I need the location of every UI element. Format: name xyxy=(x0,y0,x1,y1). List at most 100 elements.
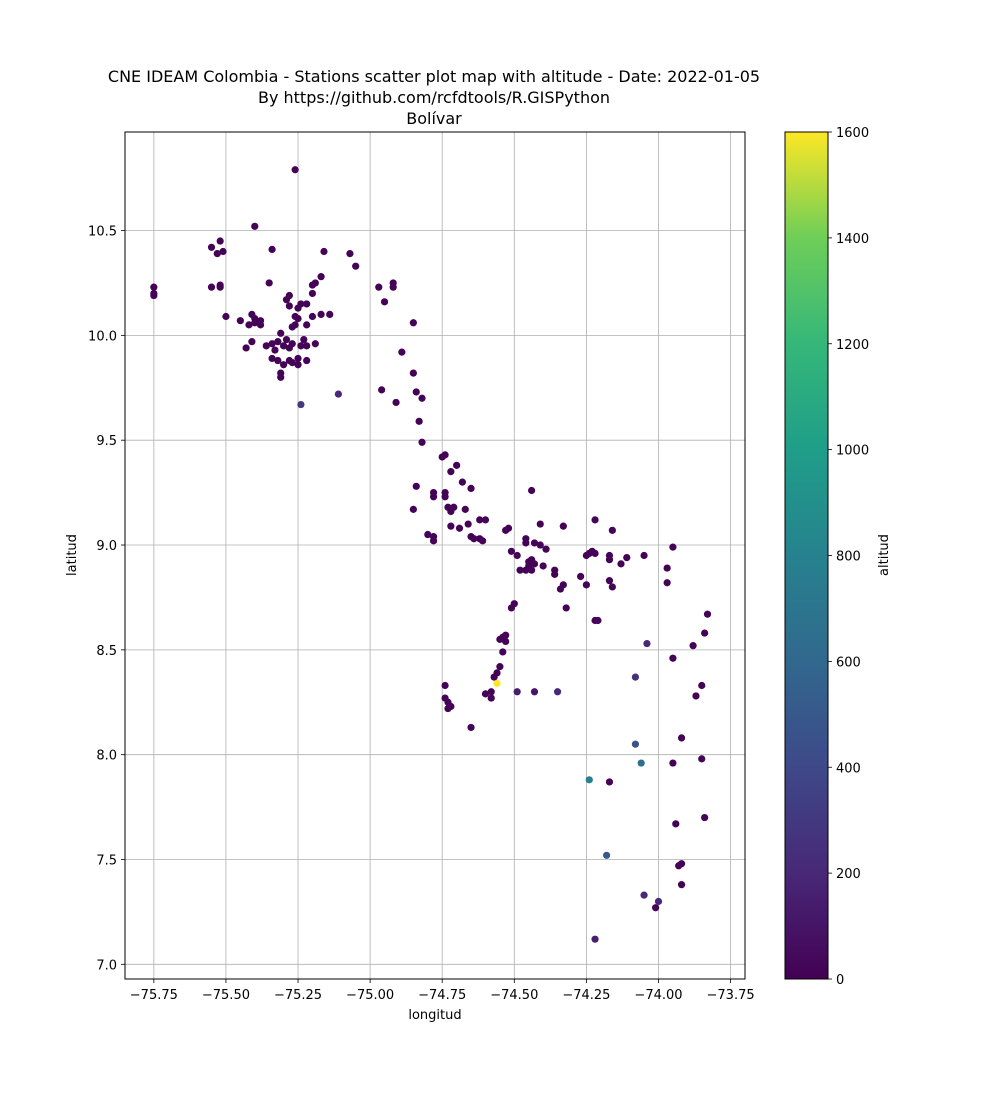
colorbar-tick-label: 600 xyxy=(836,655,861,670)
station-point xyxy=(507,604,516,612)
station-point xyxy=(409,319,417,327)
colorbar-tick-label: 1200 xyxy=(836,338,869,353)
station-point xyxy=(308,312,317,321)
station-point xyxy=(282,335,291,344)
station-point xyxy=(669,654,677,662)
station-point xyxy=(467,723,475,732)
station-point xyxy=(300,335,308,344)
station-point xyxy=(553,688,562,696)
station-point xyxy=(219,247,227,256)
station-point xyxy=(608,526,616,534)
station-point xyxy=(617,560,625,568)
y-tick-label: 8.5 xyxy=(96,644,117,659)
station-point xyxy=(559,522,567,530)
station-point xyxy=(461,505,469,513)
station-point xyxy=(689,642,697,650)
station-point xyxy=(294,361,302,369)
station-point xyxy=(277,329,285,337)
station-point xyxy=(346,249,354,258)
x-tick-label: −75.00 xyxy=(346,988,394,1003)
station-point xyxy=(352,262,360,270)
station-point xyxy=(288,340,296,348)
station-point xyxy=(447,468,455,476)
station-point xyxy=(294,314,302,323)
station-point xyxy=(444,704,452,713)
station-point xyxy=(701,629,709,637)
station-point xyxy=(623,553,631,562)
station-point xyxy=(303,356,311,365)
station-point xyxy=(288,359,296,367)
station-point xyxy=(242,344,250,352)
station-point xyxy=(605,556,614,564)
station-point xyxy=(582,581,590,589)
colorbar-tick-label: 400 xyxy=(836,761,861,776)
station-point xyxy=(631,673,640,681)
station-point xyxy=(502,637,510,646)
station-point xyxy=(280,342,288,350)
station-point xyxy=(424,530,432,539)
chart-title-line-1: CNE IDEAM Colombia - Stations scatter pl… xyxy=(108,67,760,86)
station-point xyxy=(303,321,311,329)
station-point xyxy=(487,688,495,696)
y-axis-ticks: 7.0 7.5 8.0 8.5 9.0 9.5 10.0 10.5 xyxy=(88,225,125,973)
station-point xyxy=(499,648,507,656)
x-tick-label: −75.75 xyxy=(130,988,178,1003)
station-point xyxy=(467,484,475,493)
colorbar-tick-label: 800 xyxy=(836,550,861,565)
station-point xyxy=(248,338,256,346)
x-tick-label: −74.00 xyxy=(634,988,682,1003)
station-point xyxy=(447,507,455,516)
station-point xyxy=(530,560,539,568)
station-point xyxy=(701,813,709,822)
y-tick-label: 10.5 xyxy=(88,225,117,240)
station-point xyxy=(213,249,221,258)
station-point xyxy=(698,755,706,763)
station-point xyxy=(562,604,570,612)
x-axis-ticks: −75.75 −75.50 −75.25 −75.00 −74.75 −74.50 −74.… xyxy=(130,979,755,1003)
station-point xyxy=(303,300,311,308)
station-point xyxy=(677,881,686,889)
station-point xyxy=(297,400,305,409)
station-point xyxy=(429,537,438,545)
x-tick-label: −75.25 xyxy=(274,988,322,1003)
station-point xyxy=(308,289,317,298)
station-point xyxy=(476,516,484,524)
colorbar-tick-label: 1400 xyxy=(836,232,869,247)
station-point xyxy=(378,386,386,394)
station-point xyxy=(481,690,490,698)
station-point xyxy=(429,493,438,501)
station-point xyxy=(542,545,550,553)
station-point xyxy=(507,547,516,555)
station-point xyxy=(409,369,417,377)
station-point xyxy=(490,673,498,681)
station-point xyxy=(551,570,559,578)
station-point xyxy=(222,312,230,321)
station-point xyxy=(458,478,466,486)
x-tick-label: −75.50 xyxy=(202,988,250,1003)
station-point xyxy=(262,342,270,350)
y-tick-label: 7.5 xyxy=(96,853,117,868)
station-point xyxy=(398,348,406,356)
y-tick-label: 9.5 xyxy=(96,434,117,449)
station-point xyxy=(528,566,536,574)
station-point xyxy=(605,577,614,585)
station-point xyxy=(297,300,305,308)
y-tick-label: 10.0 xyxy=(88,329,117,344)
station-point xyxy=(640,891,648,899)
station-point xyxy=(251,222,259,230)
station-point xyxy=(481,516,490,524)
station-point xyxy=(502,631,510,639)
station-point xyxy=(591,935,599,943)
station-point xyxy=(389,283,397,291)
station-point xyxy=(256,321,265,329)
data-points xyxy=(150,166,712,943)
station-point xyxy=(236,317,244,325)
station-point xyxy=(677,734,686,742)
station-point xyxy=(640,551,648,560)
colorbar xyxy=(784,131,829,980)
station-point xyxy=(291,321,299,329)
grid-lines xyxy=(125,132,745,979)
colorbar-tick-label: 0 xyxy=(836,973,844,988)
station-point xyxy=(412,388,420,396)
